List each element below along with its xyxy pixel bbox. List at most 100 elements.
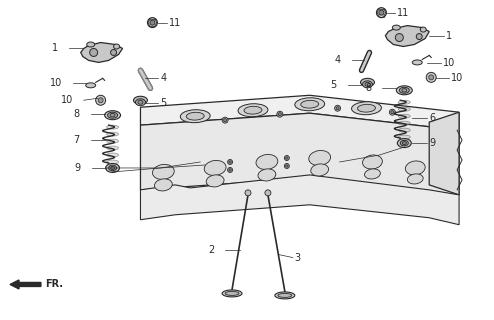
Text: 11: 11 — [169, 18, 182, 28]
Ellipse shape — [275, 292, 295, 299]
Text: 5: 5 — [161, 98, 166, 108]
Ellipse shape — [244, 106, 262, 114]
Circle shape — [334, 105, 340, 111]
Text: 8: 8 — [74, 109, 80, 119]
Circle shape — [228, 159, 233, 164]
Text: 2: 2 — [208, 244, 214, 255]
Ellipse shape — [412, 60, 422, 65]
Ellipse shape — [153, 164, 174, 180]
Text: 1: 1 — [446, 30, 452, 41]
Text: 9: 9 — [75, 163, 81, 173]
Ellipse shape — [206, 175, 224, 187]
Circle shape — [429, 75, 434, 80]
Text: 10: 10 — [60, 95, 73, 105]
Ellipse shape — [110, 114, 115, 117]
Ellipse shape — [107, 132, 119, 136]
Ellipse shape — [105, 111, 121, 120]
Circle shape — [286, 165, 288, 167]
Text: 1: 1 — [52, 44, 58, 53]
Polygon shape — [140, 113, 459, 195]
Ellipse shape — [107, 160, 119, 164]
Circle shape — [285, 156, 289, 161]
Circle shape — [245, 190, 251, 196]
Text: 6: 6 — [429, 113, 435, 123]
Ellipse shape — [398, 107, 411, 111]
Circle shape — [278, 113, 282, 116]
Ellipse shape — [204, 160, 226, 175]
Circle shape — [147, 18, 158, 28]
Ellipse shape — [256, 155, 278, 170]
Text: 10: 10 — [443, 59, 455, 68]
Text: 10: 10 — [49, 78, 62, 88]
Ellipse shape — [107, 146, 119, 150]
Ellipse shape — [392, 25, 400, 30]
Ellipse shape — [295, 98, 325, 111]
Ellipse shape — [402, 89, 407, 92]
Ellipse shape — [398, 121, 411, 125]
Circle shape — [222, 117, 228, 123]
Ellipse shape — [420, 27, 426, 32]
Ellipse shape — [365, 169, 380, 179]
Text: 4: 4 — [161, 73, 166, 83]
Ellipse shape — [402, 141, 406, 145]
Text: 4: 4 — [334, 55, 340, 65]
Ellipse shape — [309, 150, 330, 165]
Circle shape — [376, 8, 386, 18]
Ellipse shape — [135, 99, 145, 106]
FancyArrow shape — [10, 280, 41, 289]
Ellipse shape — [363, 81, 372, 88]
Ellipse shape — [278, 293, 292, 297]
Circle shape — [285, 164, 289, 168]
Ellipse shape — [106, 164, 120, 172]
Ellipse shape — [399, 87, 410, 93]
Ellipse shape — [138, 100, 143, 104]
Circle shape — [150, 20, 155, 25]
Ellipse shape — [398, 114, 411, 118]
Ellipse shape — [238, 104, 268, 117]
Ellipse shape — [114, 44, 120, 49]
Circle shape — [229, 161, 231, 163]
Circle shape — [277, 111, 283, 117]
Circle shape — [391, 111, 394, 114]
Ellipse shape — [107, 125, 119, 129]
Text: 10: 10 — [451, 73, 463, 83]
Ellipse shape — [87, 42, 95, 47]
Polygon shape — [140, 175, 459, 225]
Ellipse shape — [301, 100, 319, 108]
Ellipse shape — [155, 179, 172, 191]
Circle shape — [389, 109, 395, 115]
Ellipse shape — [406, 161, 425, 175]
Circle shape — [336, 107, 339, 110]
Text: 5: 5 — [330, 80, 336, 90]
Text: 7: 7 — [74, 135, 80, 145]
Circle shape — [426, 72, 436, 82]
Ellipse shape — [352, 102, 381, 115]
Ellipse shape — [400, 140, 409, 146]
Ellipse shape — [361, 78, 374, 86]
Ellipse shape — [180, 110, 210, 123]
Circle shape — [379, 10, 384, 15]
Text: 11: 11 — [397, 8, 410, 18]
Circle shape — [416, 34, 422, 40]
Polygon shape — [140, 95, 459, 130]
Ellipse shape — [398, 135, 411, 139]
Circle shape — [224, 119, 227, 122]
Circle shape — [286, 157, 288, 159]
Ellipse shape — [109, 165, 117, 171]
Ellipse shape — [222, 290, 242, 297]
Ellipse shape — [398, 128, 411, 132]
Circle shape — [96, 95, 106, 105]
Text: FR.: FR. — [45, 279, 63, 290]
Ellipse shape — [133, 96, 147, 104]
Ellipse shape — [107, 139, 119, 143]
Circle shape — [395, 34, 403, 42]
Ellipse shape — [408, 174, 423, 184]
Circle shape — [229, 169, 231, 171]
Polygon shape — [429, 112, 459, 195]
Ellipse shape — [111, 166, 115, 170]
Polygon shape — [385, 26, 429, 46]
Circle shape — [228, 167, 233, 172]
Circle shape — [265, 190, 271, 196]
Circle shape — [98, 98, 103, 103]
Ellipse shape — [85, 83, 96, 88]
